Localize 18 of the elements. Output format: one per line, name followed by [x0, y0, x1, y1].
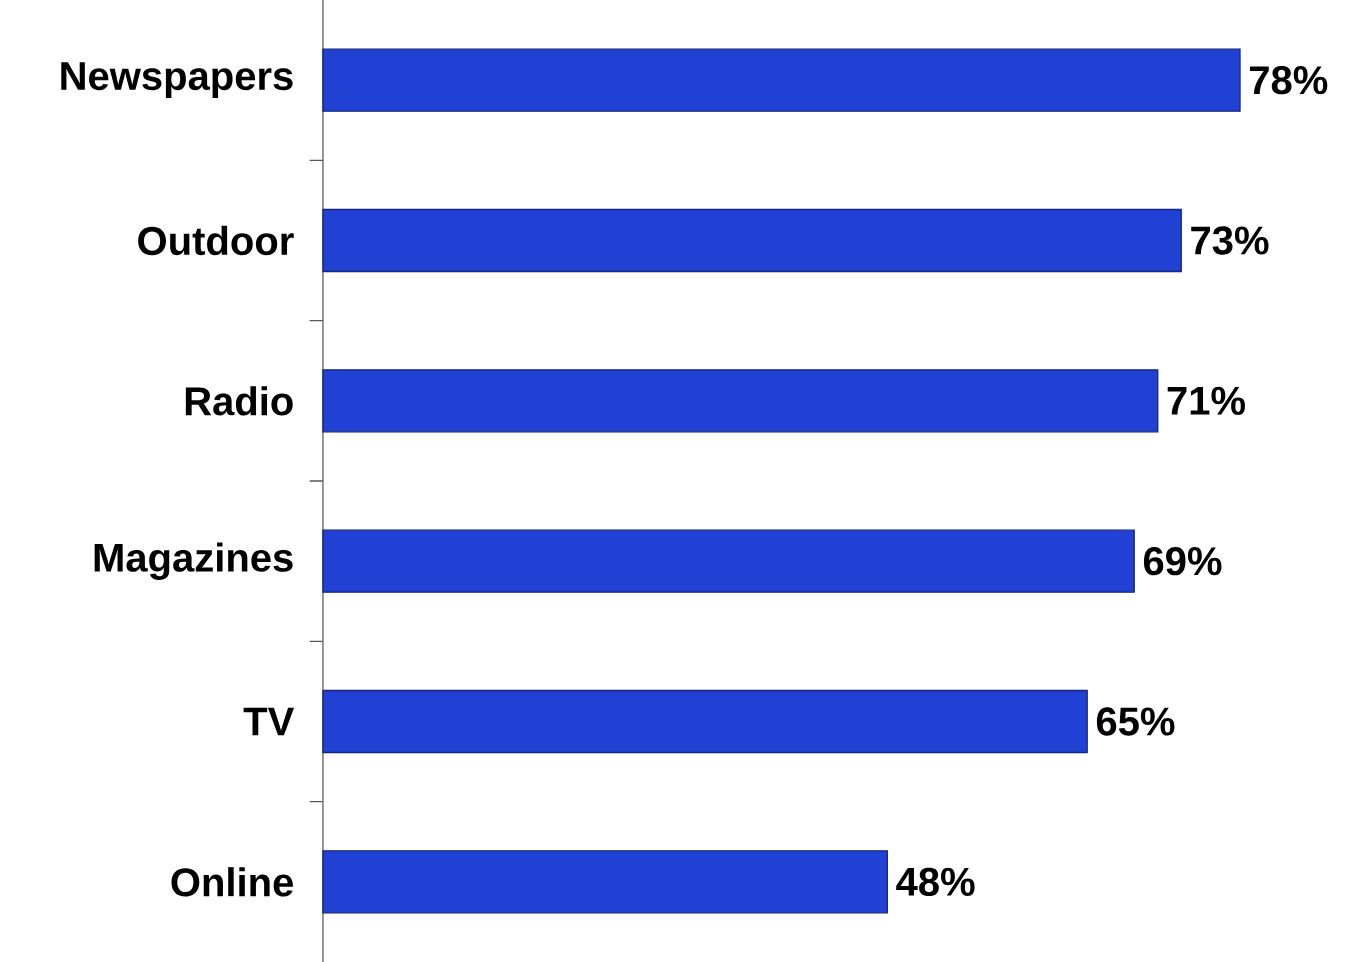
bar — [322, 529, 1135, 593]
y-tick-label: TV — [243, 707, 295, 736]
bar — [322, 48, 1241, 112]
data-label: 71% — [1167, 386, 1245, 415]
bar — [322, 208, 1182, 273]
y-tick-label: Magazines — [94, 542, 293, 580]
bar — [322, 689, 1088, 754]
y-tick-label: Outdoor — [138, 225, 294, 256]
bar — [322, 850, 888, 914]
data-label: 78% — [1249, 66, 1328, 95]
bar — [322, 369, 1159, 433]
data-label: 48% — [896, 867, 975, 897]
y-tick-label: Radio — [185, 386, 293, 416]
data-label: 69% — [1143, 547, 1222, 576]
data-label: 73% — [1191, 226, 1269, 255]
data-label: 65% — [1096, 707, 1175, 736]
y-tick-label: Newspapers — [61, 62, 293, 99]
y-tick-label: Online — [171, 867, 293, 897]
